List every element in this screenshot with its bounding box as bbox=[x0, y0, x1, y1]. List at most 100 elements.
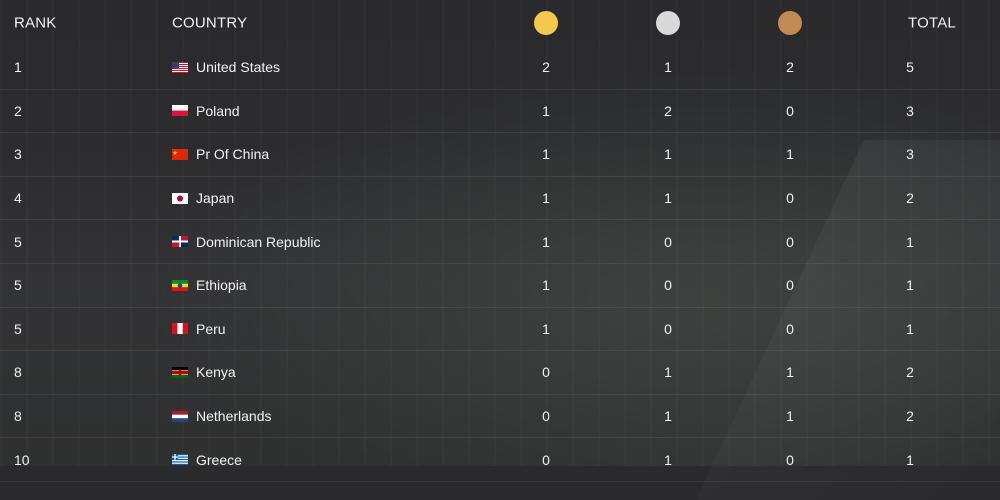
gold-medal-icon bbox=[534, 11, 558, 35]
total-count: 1 bbox=[906, 320, 914, 337]
silver-count: 1 bbox=[664, 59, 672, 76]
country-cell[interactable]: United States bbox=[172, 59, 280, 75]
country-name: Pr Of China bbox=[196, 146, 270, 163]
bronze-count: 0 bbox=[786, 102, 794, 119]
bronze-count: 0 bbox=[786, 277, 794, 294]
table-row[interactable]: 2 Poland 1 2 0 3 bbox=[0, 90, 1000, 134]
gold-count: 1 bbox=[542, 146, 550, 163]
silver-count: 0 bbox=[664, 233, 672, 250]
gold-count: 1 bbox=[542, 233, 550, 250]
bronze-count: 2 bbox=[786, 59, 794, 76]
country-name: Japan bbox=[196, 190, 235, 207]
silver-count: 1 bbox=[664, 190, 672, 207]
us-flag-icon bbox=[172, 61, 188, 73]
country-cell[interactable]: Kenya bbox=[172, 364, 236, 380]
silver-count: 1 bbox=[664, 146, 672, 163]
table-row[interactable]: 5 Ethiopia 1 0 0 1 bbox=[0, 264, 1000, 308]
cn-flag-icon bbox=[172, 148, 188, 160]
country-name: Peru bbox=[196, 320, 226, 337]
silver-count: 0 bbox=[664, 320, 672, 337]
country-cell[interactable]: Greece bbox=[172, 452, 242, 468]
pe-flag-icon bbox=[172, 323, 188, 335]
rank-cell: 2 bbox=[14, 102, 22, 119]
country-cell[interactable]: Ethiopia bbox=[172, 277, 247, 293]
total-count: 3 bbox=[906, 146, 914, 163]
bronze-count: 0 bbox=[786, 451, 794, 468]
bronze-count: 0 bbox=[786, 320, 794, 337]
bronze-count: 1 bbox=[786, 364, 794, 381]
country-name: Ethiopia bbox=[196, 277, 247, 294]
country-header[interactable]: COUNTRY bbox=[172, 14, 248, 32]
country-cell[interactable]: Netherlands bbox=[172, 408, 272, 424]
total-count: 5 bbox=[906, 59, 914, 76]
total-count: 1 bbox=[906, 233, 914, 250]
table-row[interactable]: 10 Greece 0 1 0 1 bbox=[0, 438, 1000, 482]
country-cell[interactable]: Poland bbox=[172, 103, 240, 119]
table-body: 1 United States 2 1 2 5 2 Poland 1 2 0 3 3 Pr Of Chin… bbox=[0, 46, 1000, 482]
bronze-count: 0 bbox=[786, 233, 794, 250]
gold-count: 1 bbox=[542, 190, 550, 207]
table-row[interactable]: 4 Japan 1 1 0 2 bbox=[0, 177, 1000, 221]
rank-cell: 1 bbox=[14, 59, 22, 76]
medal-table: RANK COUNTRY TOTAL 1 United States 2 1 2 5 2 Po… bbox=[0, 0, 1000, 482]
rank-cell: 8 bbox=[14, 364, 22, 381]
silver-count: 2 bbox=[664, 102, 672, 119]
bronze-medal-header[interactable] bbox=[778, 11, 802, 35]
total-count: 2 bbox=[906, 408, 914, 425]
country-name: Poland bbox=[196, 102, 240, 119]
total-count: 2 bbox=[906, 364, 914, 381]
country-cell[interactable]: Japan bbox=[172, 190, 234, 206]
table-header: RANK COUNTRY TOTAL bbox=[0, 0, 1000, 46]
gold-count: 2 bbox=[542, 59, 550, 76]
pl-flag-icon bbox=[172, 105, 188, 117]
gold-medal-header[interactable] bbox=[534, 11, 558, 35]
rank-cell: 5 bbox=[14, 320, 22, 337]
total-count: 2 bbox=[906, 190, 914, 207]
silver-count: 1 bbox=[664, 364, 672, 381]
bronze-medal-icon bbox=[778, 11, 802, 35]
gold-count: 0 bbox=[542, 364, 550, 381]
country-cell[interactable]: Peru bbox=[172, 321, 226, 337]
rank-header[interactable]: RANK bbox=[14, 14, 57, 32]
bronze-count: 0 bbox=[786, 190, 794, 207]
country-name: United States bbox=[196, 59, 281, 76]
silver-count: 0 bbox=[664, 277, 672, 294]
do-flag-icon bbox=[172, 236, 188, 248]
bronze-count: 1 bbox=[786, 146, 794, 163]
et-flag-icon bbox=[172, 279, 188, 291]
silver-count: 1 bbox=[664, 408, 672, 425]
gold-count: 1 bbox=[542, 277, 550, 294]
gold-count: 1 bbox=[542, 102, 550, 119]
rank-cell: 10 bbox=[14, 451, 30, 468]
country-cell[interactable]: Dominican Republic bbox=[172, 234, 321, 250]
jp-flag-icon bbox=[172, 192, 188, 204]
ke-flag-icon bbox=[172, 366, 188, 378]
gold-count: 0 bbox=[542, 408, 550, 425]
nl-flag-icon bbox=[172, 410, 188, 422]
rank-cell: 4 bbox=[14, 190, 22, 207]
rank-cell: 5 bbox=[14, 277, 22, 294]
bronze-count: 1 bbox=[786, 408, 794, 425]
table-row[interactable]: 8 Kenya 0 1 1 2 bbox=[0, 351, 1000, 395]
country-cell[interactable]: Pr Of China bbox=[172, 146, 269, 162]
table-row[interactable]: 5 Dominican Republic 1 0 0 1 bbox=[0, 220, 1000, 264]
table-row[interactable]: 3 Pr Of China 1 1 1 3 bbox=[0, 133, 1000, 177]
gold-count: 0 bbox=[542, 451, 550, 468]
rank-cell: 5 bbox=[14, 233, 22, 250]
rank-cell: 8 bbox=[14, 408, 22, 425]
total-count: 3 bbox=[906, 102, 914, 119]
table-row[interactable]: 8 Netherlands 0 1 1 2 bbox=[0, 395, 1000, 439]
country-name: Netherlands bbox=[196, 408, 272, 425]
rank-cell: 3 bbox=[14, 146, 22, 163]
country-name: Kenya bbox=[196, 364, 236, 381]
silver-medal-header[interactable] bbox=[656, 11, 680, 35]
gold-count: 1 bbox=[542, 320, 550, 337]
table-row[interactable]: 5 Peru 1 0 0 1 bbox=[0, 308, 1000, 352]
table-row[interactable]: 1 United States 2 1 2 5 bbox=[0, 46, 1000, 90]
country-name: Greece bbox=[196, 451, 242, 468]
total-header[interactable]: TOTAL bbox=[908, 14, 956, 32]
country-name: Dominican Republic bbox=[196, 233, 321, 250]
total-count: 1 bbox=[906, 451, 914, 468]
total-count: 1 bbox=[906, 277, 914, 294]
silver-medal-icon bbox=[656, 11, 680, 35]
